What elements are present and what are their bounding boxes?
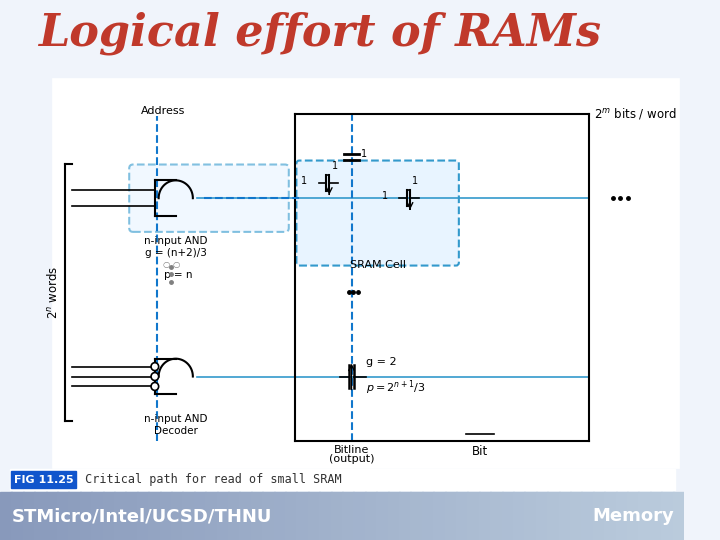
Bar: [53, 78, 679, 468]
Bar: [445, 492, 457, 540]
Bar: [171, 492, 184, 540]
Bar: [502, 492, 514, 540]
FancyBboxPatch shape: [297, 160, 459, 266]
Bar: [205, 492, 217, 540]
Bar: [490, 492, 503, 540]
Text: $2^m$ bits / word: $2^m$ bits / word: [594, 106, 676, 122]
Bar: [194, 492, 206, 540]
Bar: [422, 492, 434, 540]
Text: n-input AND: n-input AND: [144, 236, 207, 246]
Bar: [342, 492, 354, 540]
FancyBboxPatch shape: [129, 165, 289, 232]
Bar: [262, 492, 274, 540]
Bar: [285, 492, 297, 540]
Bar: [35, 492, 47, 540]
Text: ○: ○: [172, 260, 179, 268]
Text: Memory: Memory: [593, 507, 675, 525]
Bar: [616, 492, 628, 540]
Bar: [559, 492, 571, 540]
Text: 1: 1: [331, 161, 338, 171]
Text: Critical path for read of small SRAM: Critical path for read of small SRAM: [78, 473, 341, 486]
Bar: [137, 492, 149, 540]
Bar: [582, 492, 594, 540]
Bar: [148, 492, 161, 540]
Bar: [330, 492, 343, 540]
Bar: [387, 492, 400, 540]
Bar: [377, 492, 389, 540]
Bar: [9, 469, 675, 490]
Bar: [672, 492, 685, 540]
Text: (output): (output): [329, 454, 374, 464]
Text: Bit: Bit: [472, 445, 488, 458]
Bar: [354, 492, 366, 540]
Bar: [661, 492, 673, 540]
Bar: [182, 492, 194, 540]
Text: Logical effort of RAMs: Logical effort of RAMs: [38, 11, 601, 55]
Text: g = (n+2)/3: g = (n+2)/3: [145, 248, 207, 258]
Bar: [217, 492, 229, 540]
Bar: [479, 492, 491, 540]
Text: $2^n$ words: $2^n$ words: [46, 266, 60, 319]
Bar: [80, 492, 92, 540]
Bar: [251, 492, 263, 540]
Bar: [114, 492, 126, 540]
Text: Decoder: Decoder: [154, 426, 198, 436]
Bar: [467, 492, 480, 540]
Text: Bitline: Bitline: [334, 445, 369, 455]
Text: 1: 1: [413, 176, 418, 186]
Bar: [593, 492, 605, 540]
Bar: [160, 492, 172, 540]
Text: Address: Address: [140, 106, 185, 116]
Text: STMicro/Intel/UCSD/THNU: STMicro/Intel/UCSD/THNU: [12, 507, 271, 525]
Text: n-input AND: n-input AND: [144, 414, 207, 424]
Bar: [228, 492, 240, 540]
Bar: [410, 492, 423, 540]
Circle shape: [151, 373, 158, 381]
Text: $p = 2^{n+1}/3$: $p = 2^{n+1}/3$: [366, 379, 426, 397]
Bar: [12, 492, 24, 540]
Text: ○: ○: [163, 260, 170, 268]
Bar: [12, 471, 76, 489]
Bar: [125, 492, 138, 540]
Text: 1: 1: [382, 191, 387, 201]
Bar: [239, 492, 252, 540]
Text: g = 2: g = 2: [366, 356, 397, 367]
Bar: [91, 492, 104, 540]
Bar: [639, 492, 651, 540]
Bar: [319, 492, 331, 540]
Text: 1: 1: [301, 177, 307, 186]
Text: p = n: p = n: [164, 269, 193, 280]
Bar: [524, 492, 536, 540]
Bar: [433, 492, 446, 540]
Bar: [627, 492, 639, 540]
Bar: [308, 492, 320, 540]
Bar: [57, 492, 69, 540]
Text: SRAM Cell: SRAM Cell: [350, 260, 406, 269]
Bar: [570, 492, 582, 540]
Bar: [547, 492, 559, 540]
Bar: [23, 492, 35, 540]
Bar: [297, 492, 309, 540]
Bar: [650, 492, 662, 540]
Bar: [399, 492, 411, 540]
Circle shape: [151, 382, 158, 390]
Bar: [513, 492, 526, 540]
Bar: [536, 492, 548, 540]
Circle shape: [151, 363, 158, 370]
Bar: [274, 492, 286, 540]
Bar: [456, 492, 468, 540]
Text: FIG 11.25: FIG 11.25: [14, 475, 73, 484]
Text: 1: 1: [361, 148, 367, 159]
Bar: [0, 492, 12, 540]
Bar: [365, 492, 377, 540]
Bar: [45, 492, 58, 540]
Bar: [103, 492, 115, 540]
Bar: [604, 492, 616, 540]
Bar: [68, 492, 81, 540]
